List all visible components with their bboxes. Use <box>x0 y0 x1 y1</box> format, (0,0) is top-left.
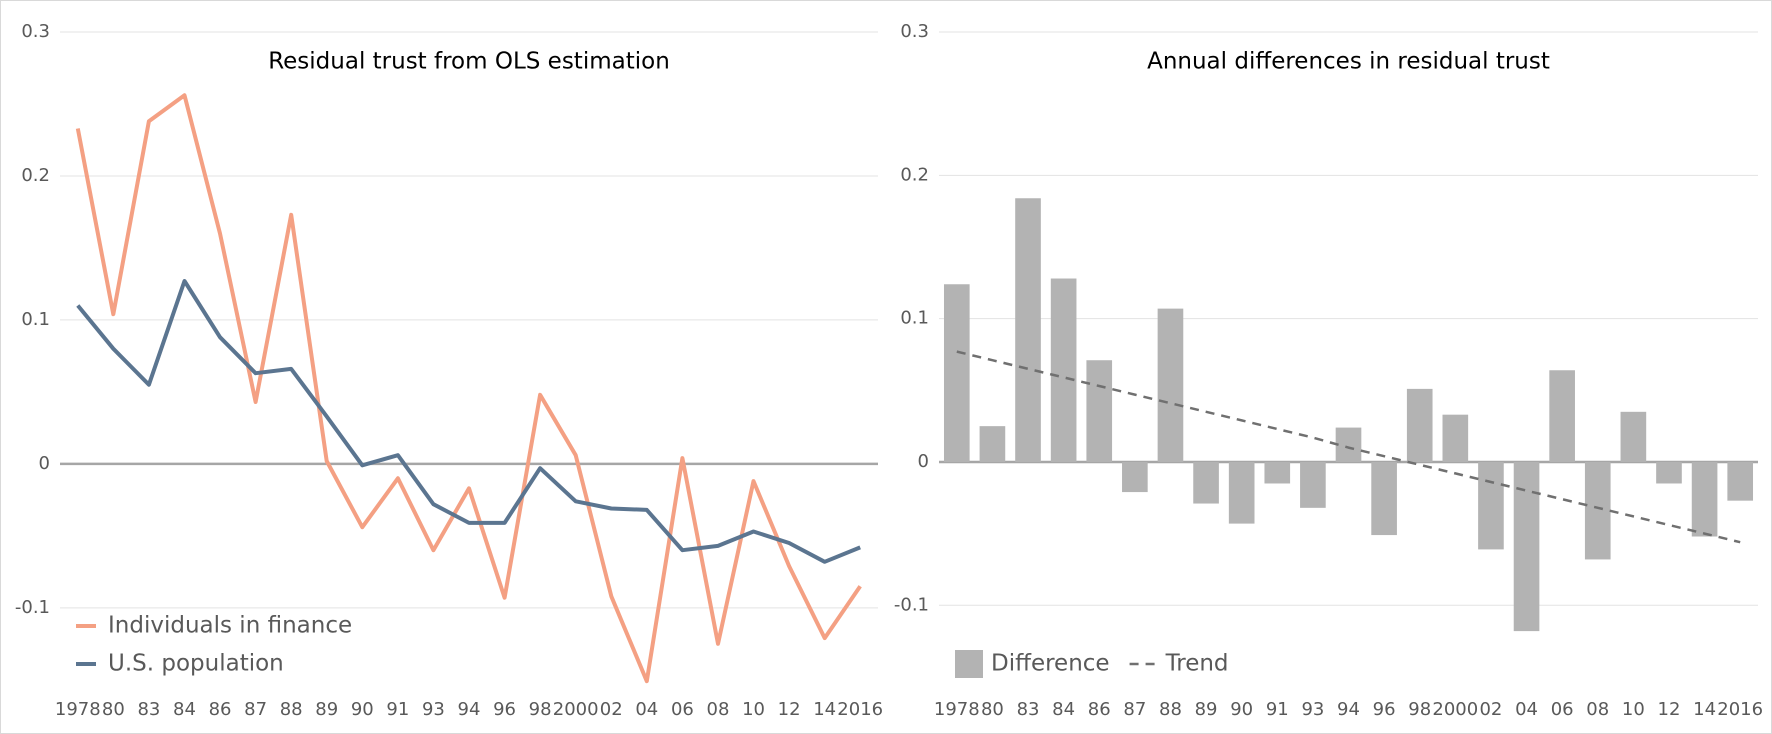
y-tick-label: 0.1 <box>900 308 929 329</box>
x-tick-label: 87 <box>1123 699 1146 720</box>
bar <box>1015 198 1041 462</box>
y-tick-label: 0.3 <box>900 21 929 42</box>
x-tick-label: 2000 <box>553 699 599 720</box>
bar <box>1122 461 1148 493</box>
bar <box>1193 461 1219 504</box>
x-tick-label: 96 <box>1373 699 1396 720</box>
x-tick-label: 88 <box>1159 699 1182 720</box>
x-tick-label: 08 <box>707 699 730 720</box>
legend-label: Difference <box>991 651 1110 677</box>
x-tick-label: 98 <box>1408 699 1431 720</box>
x-tick-label: 2000 <box>1432 699 1478 720</box>
legend-label: Trend <box>1165 651 1229 677</box>
x-tick-label: 1978 <box>55 699 101 720</box>
bar <box>1157 308 1184 462</box>
x-tick-label: 83 <box>137 699 160 720</box>
x-tick-label: 87 <box>244 699 267 720</box>
bar <box>1513 461 1540 632</box>
x-tick-label: 14 <box>1693 699 1716 720</box>
x-tick-label: 90 <box>1230 699 1253 720</box>
bar <box>1620 411 1647 462</box>
x-tick-label: 10 <box>742 699 765 720</box>
bar <box>943 284 970 462</box>
y-tick-label: 0 <box>918 451 929 472</box>
x-tick-label: 98 <box>529 699 552 720</box>
x-tick-label: 10 <box>1622 699 1645 720</box>
bar <box>1086 360 1113 462</box>
x-tick-label: 2016 <box>1717 699 1763 720</box>
bar <box>1406 388 1433 462</box>
chart-title: Annual differences in residual trust <box>1147 49 1550 75</box>
x-tick-label: 84 <box>1052 699 1075 720</box>
x-tick-label: 2016 <box>837 699 883 720</box>
x-tick-label: 83 <box>1017 699 1040 720</box>
x-tick-label: 06 <box>671 699 694 720</box>
bar <box>1656 461 1682 484</box>
bar <box>1228 461 1255 524</box>
y-tick-label: -0.1 <box>15 597 50 618</box>
y-tick-label: 0.2 <box>21 165 50 186</box>
x-tick-label: 02 <box>600 699 623 720</box>
bar <box>1584 461 1611 560</box>
x-tick-label: 02 <box>1479 699 1502 720</box>
bar <box>1300 461 1326 508</box>
x-tick-label: 84 <box>173 699 196 720</box>
legend-label: U.S. population <box>108 651 284 677</box>
x-tick-label: 12 <box>1658 699 1681 720</box>
bar <box>1050 278 1077 462</box>
x-tick-label: 06 <box>1551 699 1574 720</box>
legend-swatch <box>955 650 983 678</box>
x-tick-label: 1978 <box>934 699 980 720</box>
x-tick-label: 04 <box>1515 699 1538 720</box>
bar <box>979 426 1006 462</box>
x-tick-label: 90 <box>351 699 374 720</box>
y-tick-label: 0.3 <box>21 21 50 42</box>
y-tick-label: 0 <box>39 453 50 474</box>
x-tick-label: 93 <box>1301 699 1324 720</box>
x-tick-label: 12 <box>778 699 801 720</box>
x-tick-label: 86 <box>1088 699 1111 720</box>
x-tick-label: 91 <box>386 699 409 720</box>
x-tick-label: 91 <box>1266 699 1289 720</box>
bar <box>1335 427 1362 462</box>
y-tick-label: 0.2 <box>900 164 929 185</box>
x-tick-label: 14 <box>813 699 836 720</box>
y-tick-label: 0.1 <box>21 309 50 330</box>
bar <box>1264 461 1291 484</box>
series-line <box>76 279 861 564</box>
x-tick-label: 89 <box>315 699 338 720</box>
y-tick-label: -0.1 <box>894 594 929 615</box>
x-tick-label: 80 <box>102 699 125 720</box>
bar <box>1478 461 1504 550</box>
x-tick-label: 89 <box>1195 699 1218 720</box>
x-tick-label: 86 <box>209 699 232 720</box>
x-tick-label: 88 <box>280 699 303 720</box>
bar <box>1727 461 1754 501</box>
x-tick-label: 94 <box>1337 699 1360 720</box>
bar <box>1549 370 1575 462</box>
bar <box>1691 461 1718 537</box>
x-tick-label: 94 <box>458 699 481 720</box>
series-line <box>75 93 862 684</box>
legend-label: Individuals in finance <box>108 613 352 639</box>
x-tick-label: 96 <box>493 699 516 720</box>
chart-title: Residual trust from OLS estimation <box>268 49 670 75</box>
plot-area <box>60 32 878 687</box>
x-tick-label: 08 <box>1586 699 1609 720</box>
x-tick-label: 93 <box>422 699 445 720</box>
x-tick-label: 04 <box>635 699 658 720</box>
trend-line <box>956 350 1741 544</box>
bar <box>1371 461 1397 536</box>
x-tick-label: 80 <box>981 699 1004 720</box>
bar <box>1442 414 1469 462</box>
